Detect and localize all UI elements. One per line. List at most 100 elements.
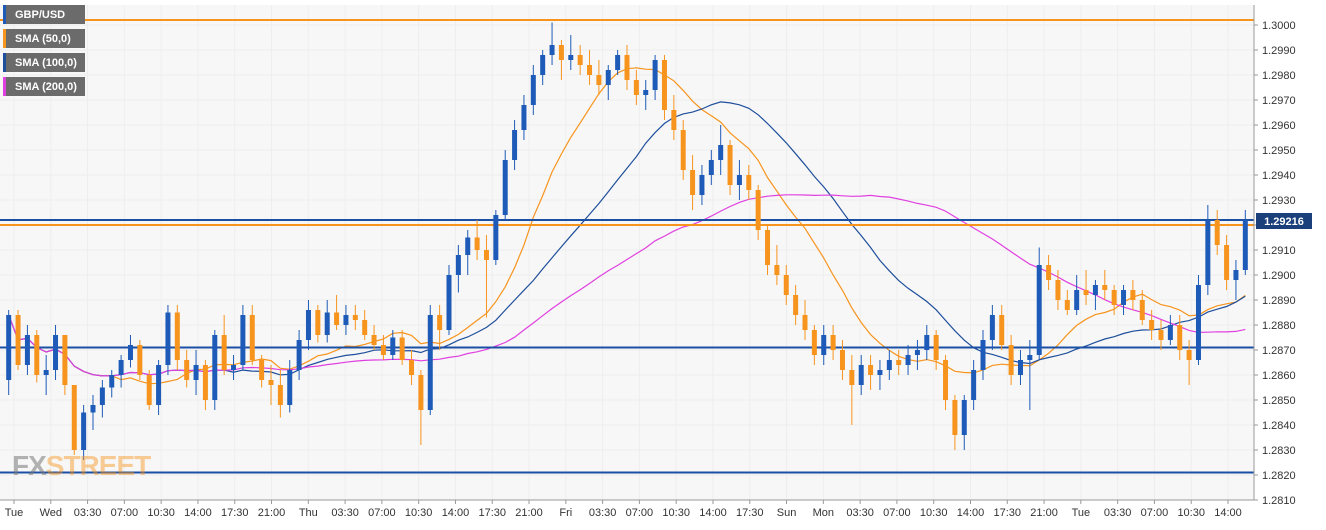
candle (1242, 210, 1248, 275)
candle (708, 150, 714, 185)
candle-body (1214, 220, 1220, 245)
x-tick-label: Fri (559, 507, 572, 519)
legend-item-sma50[interactable]: SMA (50,0) (3, 29, 85, 48)
candle (577, 45, 583, 75)
candle-body (980, 340, 986, 370)
y-tick-label: 1.2890 (1262, 295, 1296, 307)
candle-body (849, 370, 855, 385)
y-tick-label: 1.2840 (1262, 420, 1296, 432)
candle (868, 355, 874, 390)
candle (465, 230, 471, 275)
candle-body (774, 265, 780, 275)
candle-body (296, 340, 302, 370)
candle (699, 165, 705, 205)
candle-body (1158, 330, 1164, 340)
candle-body (427, 315, 433, 410)
x-tick-label: 14:00 (442, 507, 470, 519)
candle (549, 22, 555, 65)
candle (755, 185, 761, 240)
candle-body (615, 55, 621, 70)
candle (765, 225, 771, 275)
candle-body (755, 190, 761, 230)
candle-body (1111, 290, 1117, 305)
candle-body (783, 275, 789, 295)
candle-body (1177, 325, 1183, 350)
candle-body (380, 345, 386, 355)
y-tick-label: 1.2900 (1262, 270, 1296, 282)
candle-body (371, 335, 377, 345)
candle-body (587, 65, 593, 75)
candle (6, 310, 12, 395)
candle (380, 335, 386, 360)
candle (240, 305, 246, 370)
candle-body (839, 350, 845, 370)
candle-body (924, 335, 930, 350)
legend-item-sma200[interactable]: SMA (200,0) (3, 77, 85, 96)
candle (165, 305, 171, 375)
candle-body (502, 160, 508, 215)
x-tick-label: 21:00 (258, 507, 286, 519)
candle (1074, 275, 1080, 315)
x-tick-label: 14:00 (957, 507, 985, 519)
candle (961, 395, 967, 450)
candle-body (1139, 300, 1145, 320)
candle-body (877, 370, 883, 375)
candle (1186, 340, 1192, 385)
candle-body (521, 105, 527, 130)
candle (999, 305, 1005, 350)
candle (1046, 255, 1052, 290)
x-tick-label: 03:30 (74, 507, 102, 519)
candle-body (81, 412, 87, 450)
candle-body (1055, 280, 1061, 300)
x-tick-label: 03:30 (589, 507, 617, 519)
candle-body (1167, 325, 1173, 340)
candle-body (399, 337, 405, 360)
candle (914, 340, 920, 370)
x-tick-label: 17:30 (478, 507, 506, 519)
candle (1092, 280, 1098, 310)
y-tick-label: 1.2870 (1262, 345, 1296, 357)
x-axis: Tue Wed 03:30 07:00 10:30 14:00 17:30 21:00 Thu 0… (0, 499, 1254, 519)
legend-item-price[interactable]: GBP/USD (3, 5, 85, 24)
candle (446, 265, 452, 335)
candle (1205, 205, 1211, 295)
candle (1017, 350, 1023, 385)
candle-body (943, 360, 949, 400)
candle (127, 335, 133, 368)
candle (1102, 270, 1108, 300)
candle-body (868, 365, 874, 375)
candle (849, 355, 855, 425)
y-tick-label: 1.2820 (1262, 470, 1296, 482)
candle-body (811, 330, 817, 355)
candle-body (821, 335, 827, 355)
candle (943, 355, 949, 410)
candle-body (165, 312, 171, 365)
candle (34, 330, 40, 383)
candle-body (99, 387, 105, 405)
legend-item-sma100[interactable]: SMA (100,0) (3, 53, 85, 72)
candle-body (549, 45, 555, 55)
candle (305, 300, 311, 350)
y-tick-label: 1.2910 (1262, 245, 1296, 257)
candle-body (418, 375, 424, 410)
x-tick-label: 07:00 (626, 507, 654, 519)
candle (1214, 210, 1220, 255)
horizontal-levels[interactable] (0, 19, 1254, 474)
y-tick-label: 1.2930 (1262, 195, 1296, 207)
candle (1036, 247, 1042, 360)
candle-body (277, 385, 283, 405)
candle (202, 360, 208, 410)
x-tick-label: Sun (777, 507, 797, 519)
candle (1195, 275, 1201, 365)
candle (212, 330, 218, 410)
candle (933, 330, 939, 370)
legend-swatch (3, 77, 6, 96)
candle-body (43, 370, 49, 375)
candle-body (362, 320, 368, 335)
candle (886, 350, 892, 380)
candle-body (512, 130, 518, 160)
candle (952, 395, 958, 450)
x-tick-label: 07:00 (883, 507, 911, 519)
